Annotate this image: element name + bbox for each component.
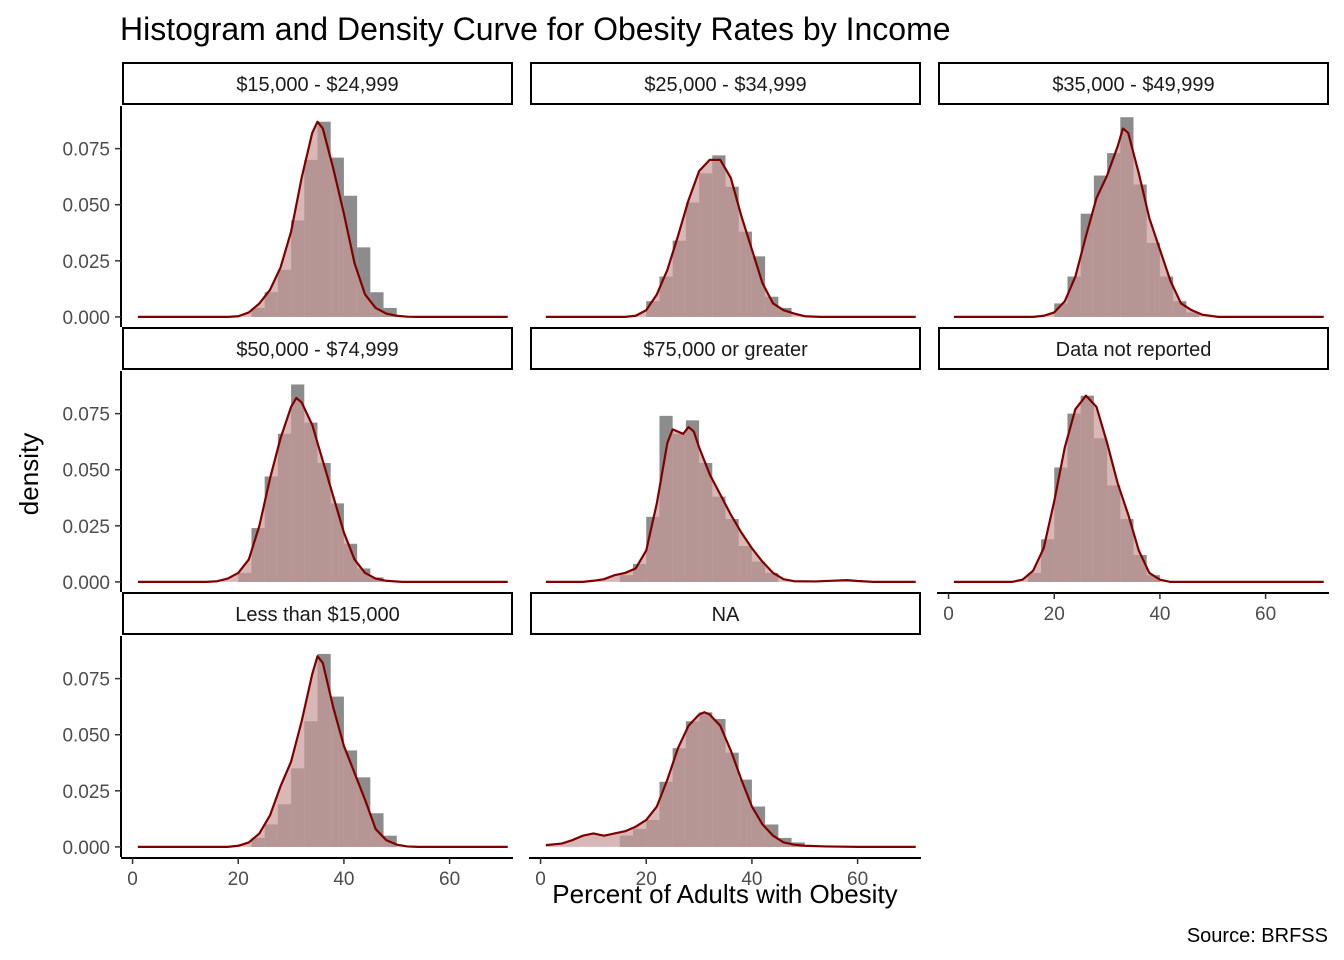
facet-panel: $15,000 - $24,999 0.000 0.025 0.050 0.075 <box>62 62 513 329</box>
x-tick-label: 60 <box>847 869 868 890</box>
y-axis-title: density <box>14 433 44 515</box>
x-tick-label: 60 <box>1255 604 1276 625</box>
facet-strip-label: Data not reported <box>1056 339 1212 361</box>
facet-strip-label: NA <box>712 604 740 626</box>
x-tick-label: 0 <box>127 869 138 890</box>
density-area <box>953 395 1324 582</box>
y-tick-label: 0.050 <box>62 461 110 482</box>
facet-panel: $25,000 - $34,999 <box>530 62 921 318</box>
density-area <box>137 121 508 317</box>
density-line <box>545 711 916 848</box>
x-axis-title: Percent of Adults with Obesity <box>552 879 897 909</box>
density-area <box>545 712 916 847</box>
x-tick-label: 0 <box>535 869 546 890</box>
facet-panel: Data not reported 0 20 40 60 <box>937 327 1329 625</box>
x-tick-label: 40 <box>741 869 762 890</box>
facet-strip <box>122 592 513 635</box>
y-tick-label: 0.000 <box>62 838 110 859</box>
facet-panel: $75,000 or greater <box>530 327 921 583</box>
facet-panels: $15,000 - $24,999 0.000 0.025 0.050 0.075 $25… <box>62 62 1329 890</box>
facet-panel: $35,000 - $49,999 <box>938 62 1329 318</box>
y-tick-label: 0.075 <box>62 670 110 691</box>
facet-panel: Less than $15,000 0.000 0.025 0.050 0.075 0 20… <box>62 592 513 890</box>
y-tick-label: 0.000 <box>62 308 110 329</box>
facet-strip-label: $15,000 - $24,999 <box>236 74 398 96</box>
x-tick-label: 20 <box>228 869 249 890</box>
facet-strip-label: $75,000 or greater <box>643 339 808 361</box>
y-tick-label: 0.050 <box>62 196 110 217</box>
density-line <box>545 425 916 583</box>
density-area <box>137 397 508 582</box>
y-tick-label: 0.025 <box>62 782 110 803</box>
facet-strip <box>530 62 921 105</box>
x-tick-label: 60 <box>439 869 460 890</box>
facet-strip-label: $25,000 - $34,999 <box>644 74 806 96</box>
y-tick-label: 0.075 <box>62 405 110 426</box>
facet-strip-label: $35,000 - $49,999 <box>1052 74 1214 96</box>
histogram-bar <box>383 307 397 317</box>
facet-strip <box>122 327 513 370</box>
facet-panel: $50,000 - $74,999 0.000 0.025 0.050 0.075 <box>62 327 513 594</box>
density-line <box>137 396 508 583</box>
density-line <box>137 120 508 318</box>
density-line <box>545 158 916 318</box>
y-tick-label: 0.000 <box>62 573 110 594</box>
density-area <box>137 656 508 847</box>
x-tick-label: 0 <box>943 604 954 625</box>
facet-strip <box>122 62 513 105</box>
density-area <box>953 128 1324 317</box>
x-tick-label: 40 <box>1149 604 1170 625</box>
chart-caption: Source: BRFSS <box>1187 925 1328 947</box>
x-tick-label: 20 <box>1044 604 1065 625</box>
y-tick-label: 0.025 <box>62 517 110 538</box>
x-tick-label: 20 <box>636 869 657 890</box>
facet-strip-label: Less than $15,000 <box>235 604 400 626</box>
density-line <box>137 655 508 848</box>
density-area <box>545 159 916 317</box>
y-tick-label: 0.050 <box>62 726 110 747</box>
facet-panel: NA 0 20 40 60 <box>529 592 921 890</box>
density-line <box>953 127 1324 318</box>
y-tick-label: 0.025 <box>62 252 110 273</box>
facet-strip <box>938 327 1329 370</box>
facet-strip-label: $50,000 - $74,999 <box>236 339 398 361</box>
chart-title: Histogram and Density Curve for Obesity … <box>120 11 951 47</box>
density-line <box>953 394 1324 583</box>
facet-strip <box>530 592 921 635</box>
x-tick-label: 40 <box>333 869 354 890</box>
density-area <box>545 427 916 582</box>
facet-strip <box>938 62 1329 105</box>
facet-strip <box>530 327 921 370</box>
y-tick-label: 0.075 <box>62 140 110 161</box>
